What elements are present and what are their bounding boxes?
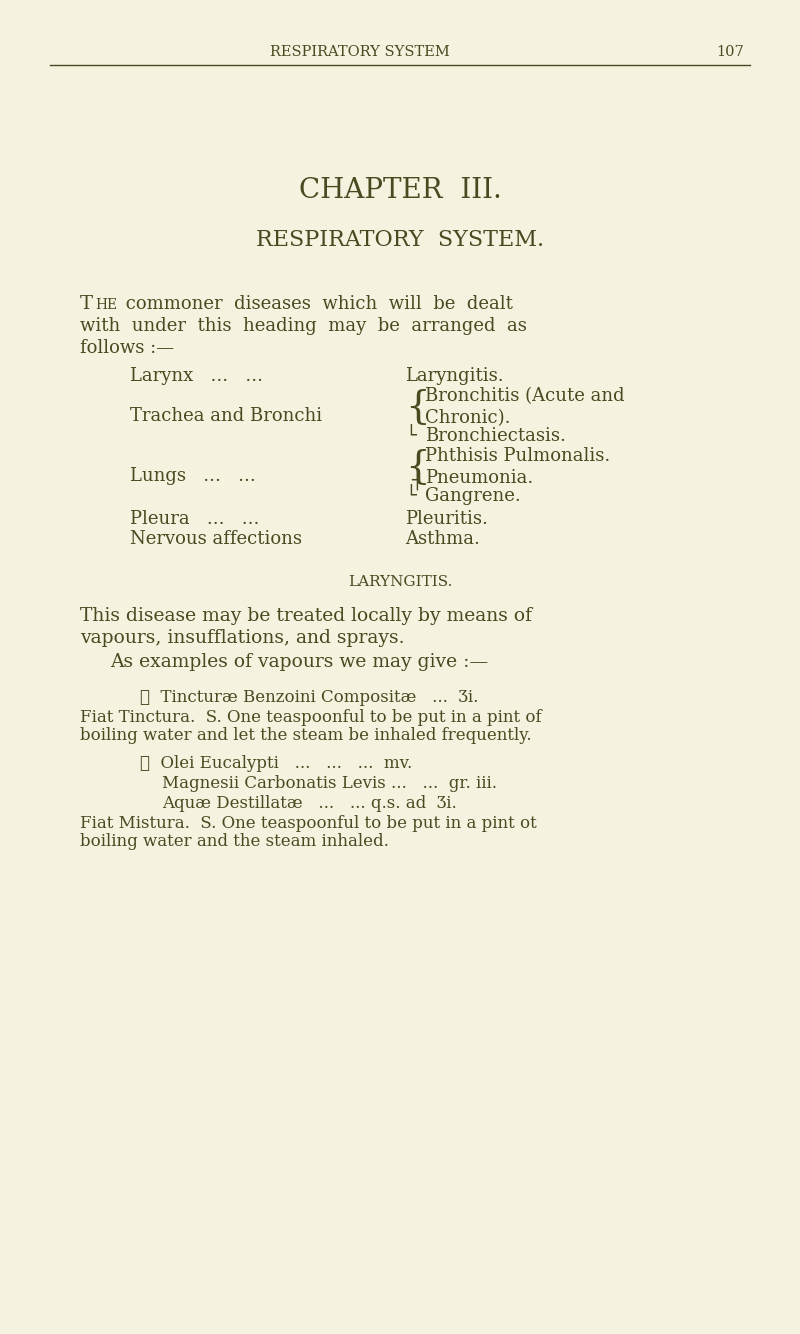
Text: follows :—: follows :— — [80, 339, 174, 358]
Text: LARYNGITIS.: LARYNGITIS. — [348, 575, 452, 590]
Text: ℞  Olei Eucalypti   ...   ...   ...  mv.: ℞ Olei Eucalypti ... ... ... mv. — [140, 755, 412, 772]
Text: Phthisis Pulmonalis.: Phthisis Pulmonalis. — [425, 447, 610, 466]
Text: Asthma.: Asthma. — [405, 530, 480, 548]
Text: Pleura   ...   ...: Pleura ... ... — [130, 510, 259, 528]
Text: RESPIRATORY SYSTEM: RESPIRATORY SYSTEM — [270, 45, 450, 59]
Text: Chronic).: Chronic). — [425, 410, 510, 427]
Text: Laryngitis.: Laryngitis. — [405, 367, 504, 386]
Text: Fiat Tinctura.  S. One teaspoonful to be put in a pint of: Fiat Tinctura. S. One teaspoonful to be … — [80, 708, 542, 726]
Text: Pneumonia.: Pneumonia. — [425, 470, 534, 487]
Text: Nervous affections: Nervous affections — [130, 530, 302, 548]
Text: ┤: ┤ — [411, 470, 422, 491]
Text: └: └ — [405, 427, 416, 446]
Text: Aquæ Destillatæ   ...   ... q.s. ad  Ʒi.: Aquæ Destillatæ ... ... q.s. ad Ʒi. — [162, 795, 457, 812]
Text: boiling water and let the steam be inhaled frequently.: boiling water and let the steam be inhal… — [80, 727, 532, 744]
Text: RESPIRATORY  SYSTEM.: RESPIRATORY SYSTEM. — [256, 229, 544, 251]
Text: 107: 107 — [716, 45, 744, 59]
Text: CHAPTER  III.: CHAPTER III. — [298, 176, 502, 204]
Text: Magnesii Carbonatis Levis ...   ...  gr. iii.: Magnesii Carbonatis Levis ... ... gr. ii… — [162, 775, 497, 792]
Text: Pleuritis.: Pleuritis. — [405, 510, 488, 528]
Text: This disease may be treated locally by means of: This disease may be treated locally by m… — [80, 607, 532, 626]
Text: Bronchitis (Acute and: Bronchitis (Acute and — [425, 387, 625, 406]
Text: Gangrene.: Gangrene. — [425, 487, 521, 506]
Text: {: { — [405, 390, 430, 426]
Text: ℞  Tincturæ Benzoini Compositæ   ...  Ʒi.: ℞ Tincturæ Benzoini Compositæ ... Ʒi. — [140, 688, 478, 706]
Text: HE: HE — [95, 297, 117, 312]
Text: vapours, insufflations, and sprays.: vapours, insufflations, and sprays. — [80, 630, 405, 647]
Text: boiling water and the steam inhaled.: boiling water and the steam inhaled. — [80, 832, 389, 850]
Text: T: T — [80, 295, 93, 313]
Text: Larynx   ...   ...: Larynx ... ... — [130, 367, 263, 386]
Text: Trachea and Bronchi: Trachea and Bronchi — [130, 407, 322, 426]
Text: Lungs   ...   ...: Lungs ... ... — [130, 467, 256, 486]
Text: {: { — [405, 450, 430, 486]
Text: As examples of vapours we may give :—: As examples of vapours we may give :— — [110, 654, 488, 671]
Text: Fiat Mistura.  S. One teaspoonful to be put in a pint ot: Fiat Mistura. S. One teaspoonful to be p… — [80, 815, 537, 832]
Text: commoner  diseases  which  will  be  dealt: commoner diseases which will be dealt — [120, 295, 513, 313]
Text: with  under  this  heading  may  be  arranged  as: with under this heading may be arranged … — [80, 317, 527, 335]
Text: Bronchiectasis.: Bronchiectasis. — [425, 427, 566, 446]
Text: └: └ — [405, 487, 416, 506]
